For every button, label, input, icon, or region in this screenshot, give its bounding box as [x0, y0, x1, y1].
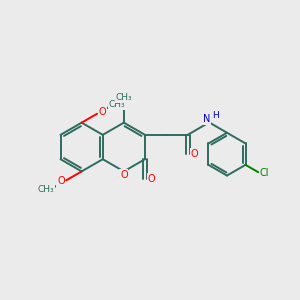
- Text: Cl: Cl: [260, 168, 269, 178]
- Text: O: O: [190, 149, 198, 159]
- Text: CH₃: CH₃: [116, 93, 132, 102]
- Text: O: O: [148, 173, 155, 184]
- Text: CH₃: CH₃: [108, 100, 125, 109]
- Text: O: O: [120, 170, 128, 180]
- Text: N: N: [203, 114, 211, 124]
- Text: O: O: [57, 176, 65, 186]
- Text: CH₃: CH₃: [37, 184, 54, 194]
- Text: O: O: [99, 107, 106, 117]
- Text: H: H: [212, 111, 219, 120]
